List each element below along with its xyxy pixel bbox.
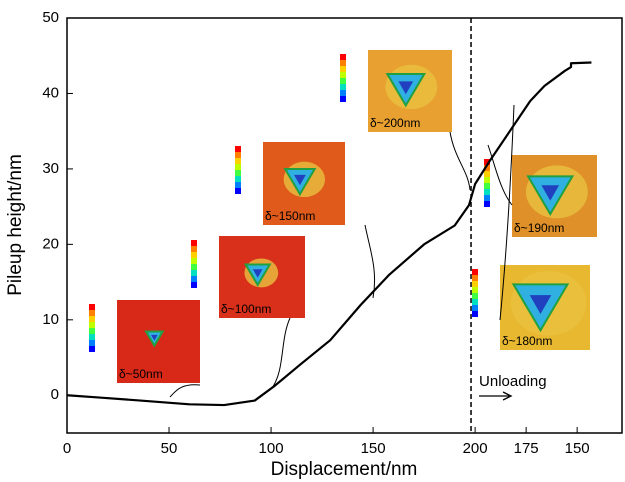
inset-indent-core [151, 334, 158, 341]
x-tick-label: 175 [514, 440, 539, 457]
inset-legend-swatch [89, 322, 95, 328]
leader-line [449, 131, 471, 191]
inset-indent-core [252, 269, 263, 278]
inset-indent-core [529, 295, 552, 315]
data-line [66, 61, 592, 407]
x-tick-label: 150 [565, 440, 590, 457]
inset-legend-swatch [472, 281, 478, 287]
leader-line [169, 384, 201, 398]
inset-legend-swatch [235, 158, 241, 164]
inset-legend-swatch [472, 293, 478, 299]
inset-label: δ~200nm [370, 116, 420, 130]
inset-legend-swatch [235, 146, 241, 152]
inset-image [117, 300, 200, 383]
inset-legend-swatch [340, 72, 346, 78]
inset-legend-swatch [89, 346, 95, 352]
inset-legend-swatch [340, 54, 346, 60]
y-axis-title: Pileup height/nm [5, 154, 26, 296]
inset-legend-swatch [340, 90, 346, 96]
inset-legend-swatch [472, 275, 478, 281]
inset-legend-swatch [191, 258, 197, 264]
y-tick-label: 30 [42, 160, 59, 177]
leader-line [487, 144, 513, 206]
annotation: Unloading [479, 373, 547, 390]
plot-frame [66, 17, 623, 434]
inset-indent-core [293, 174, 306, 186]
inset-legend-swatch [484, 177, 490, 183]
inset-legend-swatch [191, 246, 197, 252]
inset-label: δ~150nm [265, 209, 315, 223]
inset-legend-swatch [89, 328, 95, 334]
inset-indent-core [398, 81, 414, 95]
inset-legend-swatch [484, 165, 490, 171]
y-tick-label: 50 [42, 9, 59, 26]
inset-legend-swatch [472, 311, 478, 317]
inset-indent-core [541, 185, 560, 201]
inset-legend-swatch [89, 340, 95, 346]
inset-legend-swatch [340, 60, 346, 66]
inset-legend-swatch [484, 171, 490, 177]
inset-legend-swatch [89, 304, 95, 310]
inset-label: δ~190nm [514, 221, 564, 235]
y-tick-label: 40 [42, 84, 59, 101]
y-tick-label: 20 [42, 235, 59, 252]
inset-legend-swatch [235, 170, 241, 176]
inset-legend-swatch [340, 78, 346, 84]
inset-legend-swatch [484, 201, 490, 207]
inset-legend-swatch [484, 183, 490, 189]
leader-line [364, 224, 376, 299]
inset-legend-swatch [472, 287, 478, 293]
inset-legend-swatch [191, 240, 197, 246]
inset-legend-swatch [235, 152, 241, 158]
inset-legend-swatch [191, 282, 197, 288]
inset-legend-swatch [472, 299, 478, 305]
inset-legend-swatch [340, 84, 346, 90]
inset-legend-swatch [89, 334, 95, 340]
inset-legend-swatch [191, 270, 197, 276]
x-axis-title: Displacement/nm [271, 459, 418, 480]
inset-legend-swatch [89, 310, 95, 316]
inset-legend-swatch [191, 252, 197, 258]
x-tick-label: 150 [361, 440, 386, 457]
inset-legend-swatch [484, 159, 490, 165]
annotation-arrowhead [502, 391, 513, 401]
leader-line [499, 104, 515, 321]
inset-legend-swatch [235, 164, 241, 170]
inset-label: δ~50nm [119, 367, 163, 381]
inset-legend-swatch [484, 189, 490, 195]
inset-legend-swatch [235, 182, 241, 188]
inset-legend-swatch [340, 66, 346, 72]
insets: δ~50nm δ~100nm δ~150nm δ~200nm δ~190nm δ~180n… [89, 50, 597, 398]
inset-legend-swatch [89, 316, 95, 322]
inset-legend-swatch [235, 176, 241, 182]
inset-label: δ~100nm [221, 302, 271, 316]
inset-legend-swatch [340, 96, 346, 102]
y-tick-label: 0 [51, 386, 59, 403]
inset-legend-swatch [191, 276, 197, 282]
y-tick-label: 10 [42, 311, 59, 328]
inset-legend-swatch [484, 195, 490, 201]
x-tick-label: 0 [63, 440, 71, 457]
inset-legend-swatch [235, 188, 241, 194]
inset-label: δ~180nm [502, 334, 552, 348]
x-tick-label: 100 [259, 440, 284, 457]
inset-legend-swatch [472, 305, 478, 311]
inset-legend-swatch [472, 269, 478, 275]
inset-legend-swatch [191, 264, 197, 270]
leader-line [271, 317, 291, 389]
x-tick-label: 50 [161, 440, 178, 457]
x-tick-label: 200 [463, 440, 488, 457]
